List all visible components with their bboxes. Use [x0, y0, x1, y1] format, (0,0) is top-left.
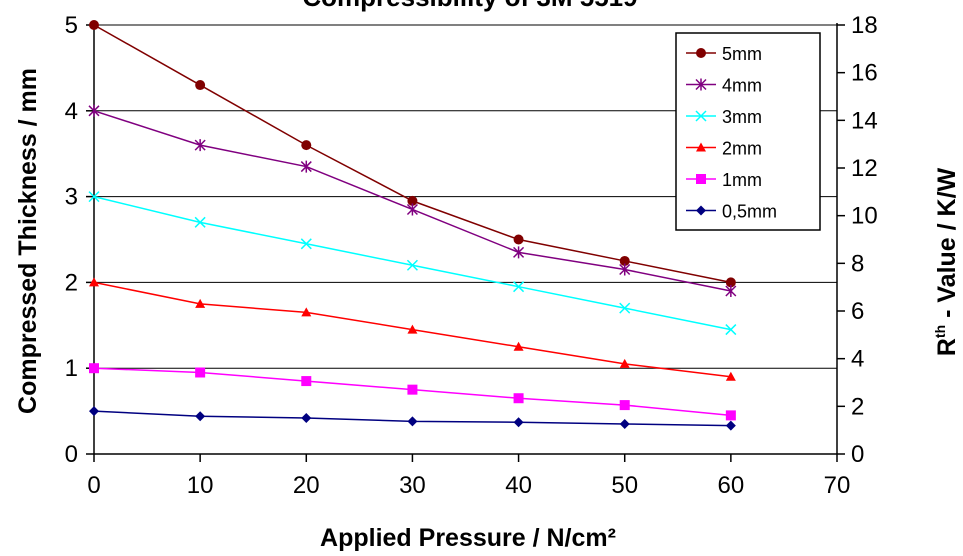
legend-box	[675, 32, 821, 231]
data-point	[301, 412, 312, 423]
legend-label: 5mm	[722, 44, 762, 64]
data-point	[89, 406, 99, 417]
data-point	[407, 195, 418, 206]
data-point	[301, 140, 312, 151]
x-tick-label: 40	[505, 472, 532, 499]
data-point	[619, 358, 630, 368]
x-tick-label: 70	[824, 472, 851, 499]
x-tick-label: 60	[718, 472, 745, 499]
legend-label: 2mm	[722, 139, 762, 159]
y-tick-label: 0	[65, 441, 78, 468]
legend-marker	[696, 48, 706, 58]
x-tick-label: 20	[293, 472, 320, 499]
data-point	[406, 259, 418, 271]
data-point	[88, 104, 100, 117]
data-point	[513, 281, 525, 293]
series-group	[88, 20, 737, 431]
data-point	[88, 191, 100, 203]
data-point	[194, 216, 206, 228]
data-point	[300, 160, 312, 173]
y2-tick-label: 6	[851, 298, 864, 325]
legend-marker	[695, 110, 707, 122]
data-point	[195, 80, 206, 91]
y2-tick-label: 8	[851, 250, 864, 277]
data-point	[513, 393, 524, 404]
data-point	[725, 324, 737, 336]
series-line-0	[93, 24, 732, 284]
y-axis-title: Compressed Thickness / mm	[14, 68, 42, 414]
y-tick-label: 1	[65, 355, 78, 382]
data-point	[619, 255, 630, 266]
y2-tick-label: 4	[851, 346, 864, 373]
y2-tick-label: 0	[851, 441, 864, 468]
x-tick-label: 0	[87, 472, 100, 499]
legend-label: 1mm	[722, 170, 762, 190]
data-point	[89, 277, 99, 287]
chart-title: Compressibility of 3M 5519	[302, 0, 637, 12]
x-tick-label: 10	[187, 472, 214, 499]
legend-marker	[696, 174, 706, 184]
data-point	[407, 384, 418, 395]
data-point	[195, 298, 206, 308]
legend: 5mm 4mm 3mm 2mm 1mm 0,5mm	[675, 32, 821, 231]
data-point	[619, 263, 631, 276]
data-point	[513, 341, 524, 351]
y-tick-label: 2	[65, 269, 78, 296]
y2-tick-label: 12	[851, 155, 878, 182]
y2-axis-title-rest: - Value / K/W	[933, 167, 961, 324]
data-point	[301, 307, 312, 317]
data-point	[195, 367, 206, 378]
y2-tick-label: 16	[851, 60, 878, 87]
data-point	[725, 410, 736, 421]
legend-marker	[696, 205, 706, 216]
legend-label: 3mm	[722, 107, 762, 127]
data-point	[725, 420, 736, 431]
x-tick-label: 50	[611, 472, 638, 499]
data-point	[513, 246, 525, 259]
legend-label: 0,5mm	[722, 202, 777, 222]
data-point	[725, 284, 737, 297]
y-tick-label: 3	[65, 184, 78, 211]
y2-axis-title-sup: th	[932, 325, 948, 338]
data-point	[619, 302, 631, 314]
y2-tick-label: 14	[851, 107, 878, 134]
data-point	[513, 417, 524, 428]
data-point	[725, 277, 736, 288]
y2-tick-label: 10	[851, 203, 878, 230]
y-tick-label: 4	[65, 98, 78, 125]
x-axis-title: Applied Pressure / N/cm²	[320, 524, 616, 552]
y2-tick-label: 18	[851, 12, 878, 39]
data-point	[89, 20, 99, 30]
data-point	[301, 376, 312, 387]
legend-marker	[695, 78, 707, 91]
data-point	[406, 203, 418, 216]
legend-label: 4mm	[722, 76, 762, 96]
data-point	[619, 400, 630, 411]
y-tick-label: 5	[65, 12, 78, 39]
data-point	[300, 238, 312, 250]
data-point	[513, 234, 524, 245]
x-tick-label: 30	[399, 472, 426, 499]
legend-marker	[696, 142, 706, 152]
y2-tick-label: 2	[851, 393, 864, 420]
data-point	[195, 411, 206, 422]
data-point	[619, 418, 630, 429]
data-point	[407, 324, 418, 334]
y2-axis-title: Rth - Value / K/W	[932, 167, 961, 356]
data-point	[89, 363, 99, 374]
data-point	[194, 139, 206, 152]
y2-axis-title-main: R	[933, 338, 961, 356]
data-point	[725, 371, 736, 381]
data-point	[407, 416, 418, 427]
